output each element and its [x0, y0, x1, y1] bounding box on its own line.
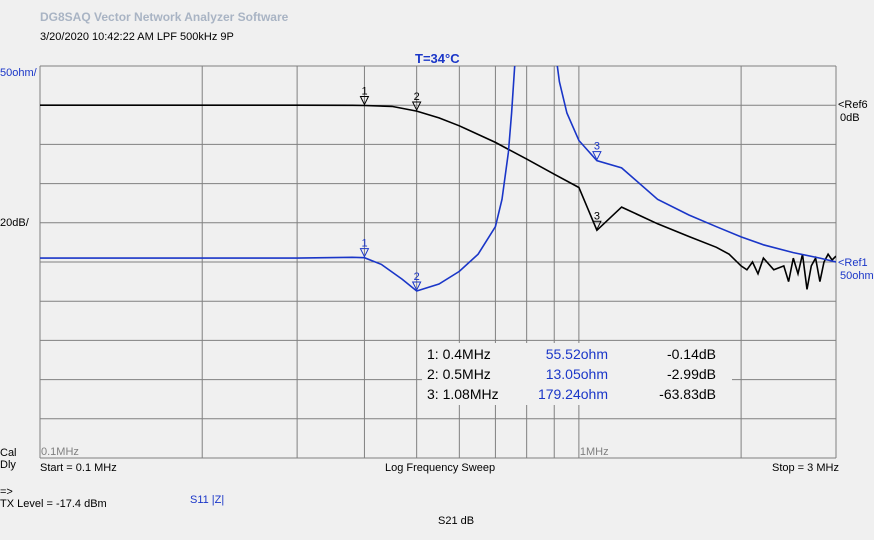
s21-marker-triangle: [592, 220, 602, 231]
app-title: DG8SAQ Vector Network Analyzer Software: [40, 10, 289, 24]
dly-label: Dly: [0, 459, 16, 471]
tx-arrow: =>: [0, 486, 13, 498]
z-marker-triangle: [411, 281, 422, 292]
z-trace: [40, 66, 836, 292]
marker-z-value: 13.05ohm: [546, 366, 608, 382]
s21-marker-number: 1: [361, 85, 367, 97]
marker-freq: 3: 1.08MHz: [427, 386, 499, 402]
ref1-value-label: 50ohm: [840, 270, 874, 282]
z-marker-number: 2: [414, 271, 420, 283]
z-marker-number: 1: [361, 238, 367, 250]
marker-table-bg: [422, 343, 732, 405]
s21-scale-label: 20dB/: [0, 217, 29, 229]
s21-marker-triangle: [411, 101, 422, 112]
z-marker-number: 3: [594, 141, 600, 153]
ref6-marker-label[interactable]: <Ref6: [838, 99, 868, 111]
marker-z-value: 55.52ohm: [546, 346, 608, 362]
z-marker-triangle: [359, 248, 370, 258]
marker-z-value: 179.24ohm: [538, 386, 608, 402]
s21-marker-triangle: [359, 95, 370, 106]
grid: 0.1MHz 1MHz: [39, 65, 837, 459]
markers: 1 1 2 2 3 3: [359, 85, 602, 292]
temperature-label: T=34°C: [415, 51, 460, 66]
z-scale-label: 50ohm/: [0, 67, 37, 79]
sweep-type[interactable]: Log Frequency Sweep: [385, 462, 496, 474]
marker-freq: 2: 0.5MHz: [427, 366, 491, 382]
z-marker-triangle: [592, 151, 602, 161]
stop-frequency[interactable]: Stop = 3 MHz: [772, 462, 839, 474]
marker-table: 1: 0.4MHz 55.52ohm -0.14dB 2: 0.5MHz 13.05oh…: [422, 343, 732, 405]
start-frequency[interactable]: Start = 0.1 MHz: [40, 462, 117, 474]
x-tick-label: 1MHz: [580, 446, 609, 458]
marker-s21-value: -63.83dB: [659, 386, 716, 402]
marker-s21-value: -2.99dB: [667, 366, 716, 382]
ref1-marker-label[interactable]: <Ref1: [838, 257, 868, 269]
x-tick-label: 0.1MHz: [41, 446, 79, 458]
cal-label: Cal: [0, 447, 17, 459]
tx-level: TX Level = -17.4 dBm: [0, 498, 107, 510]
s21-marker-number: 3: [594, 210, 600, 222]
measurement-info: 3/20/2020 10:42:22 AM LPF 500kHz 9P: [40, 31, 234, 43]
traces: [40, 66, 836, 292]
marker-s21-value: -0.14dB: [667, 346, 716, 362]
s21-trace: [40, 104, 836, 290]
s21-marker-number: 2: [414, 91, 420, 103]
marker-freq: 1: 0.4MHz: [427, 346, 491, 362]
s21-trace-label[interactable]: S21 dB: [438, 515, 475, 527]
s11-trace-label[interactable]: S11 |Z|: [190, 494, 225, 506]
ref6-value-label: 0dB: [840, 112, 860, 124]
